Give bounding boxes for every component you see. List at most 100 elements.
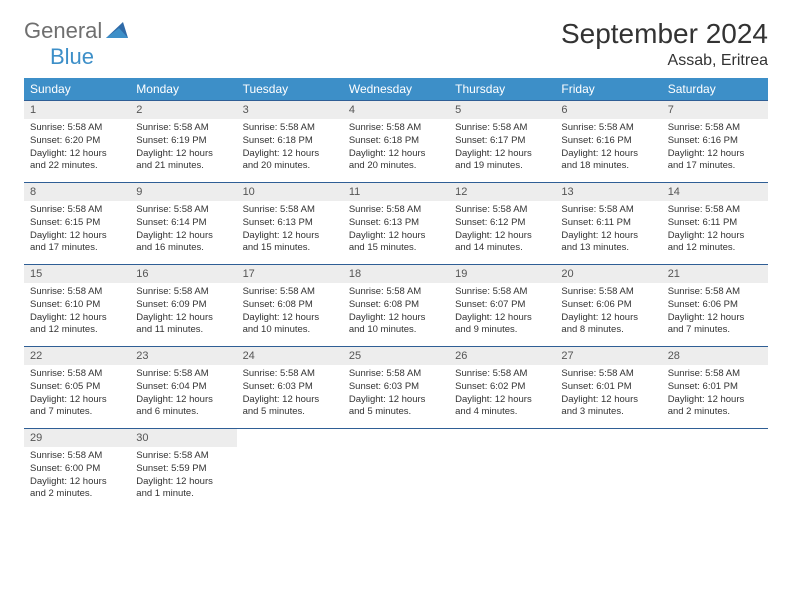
sunrise-line: Sunrise: 5:58 AM <box>349 286 443 299</box>
day-info: Sunrise: 5:58 AMSunset: 6:07 PMDaylight:… <box>449 283 555 340</box>
day-info: Sunrise: 5:58 AMSunset: 6:08 PMDaylight:… <box>237 283 343 340</box>
logo: General Blue <box>24 18 128 70</box>
col-saturday: Saturday <box>662 78 768 101</box>
day-number: 6 <box>555 101 661 119</box>
daylight-line-2: and 3 minutes. <box>561 406 655 419</box>
sunset-line: Sunset: 6:11 PM <box>668 217 762 230</box>
sunset-line: Sunset: 6:07 PM <box>455 299 549 312</box>
day-info: Sunrise: 5:58 AMSunset: 6:09 PMDaylight:… <box>130 283 236 340</box>
day-info: Sunrise: 5:58 AMSunset: 6:17 PMDaylight:… <box>449 119 555 176</box>
day-cell: 26Sunrise: 5:58 AMSunset: 6:02 PMDayligh… <box>449 347 555 429</box>
sunrise-line: Sunrise: 5:58 AM <box>668 368 762 381</box>
daylight-line-1: Daylight: 12 hours <box>455 148 549 161</box>
sunset-line: Sunset: 6:00 PM <box>30 463 124 476</box>
day-cell: 16Sunrise: 5:58 AMSunset: 6:09 PMDayligh… <box>130 265 236 347</box>
logo-text-general: General <box>24 18 102 43</box>
sunrise-line: Sunrise: 5:58 AM <box>243 204 337 217</box>
day-info: Sunrise: 5:58 AMSunset: 6:03 PMDaylight:… <box>237 365 343 422</box>
day-number: 4 <box>343 101 449 119</box>
day-info: Sunrise: 5:58 AMSunset: 6:16 PMDaylight:… <box>662 119 768 176</box>
daylight-line-2: and 21 minutes. <box>136 160 230 173</box>
sunset-line: Sunset: 6:08 PM <box>243 299 337 312</box>
sunset-line: Sunset: 6:03 PM <box>243 381 337 394</box>
day-cell: 27Sunrise: 5:58 AMSunset: 6:01 PMDayligh… <box>555 347 661 429</box>
daylight-line-2: and 8 minutes. <box>561 324 655 337</box>
sunset-line: Sunset: 6:18 PM <box>243 135 337 148</box>
day-number: 15 <box>24 265 130 283</box>
daylight-line-2: and 20 minutes. <box>349 160 443 173</box>
day-cell: 10Sunrise: 5:58 AMSunset: 6:13 PMDayligh… <box>237 183 343 265</box>
sunset-line: Sunset: 6:14 PM <box>136 217 230 230</box>
daylight-line-2: and 2 minutes. <box>668 406 762 419</box>
day-number: 20 <box>555 265 661 283</box>
day-info: Sunrise: 5:58 AMSunset: 6:01 PMDaylight:… <box>555 365 661 422</box>
sunrise-line: Sunrise: 5:58 AM <box>349 122 443 135</box>
day-number: 25 <box>343 347 449 365</box>
daylight-line-2: and 17 minutes. <box>668 160 762 173</box>
daylight-line-2: and 5 minutes. <box>243 406 337 419</box>
col-wednesday: Wednesday <box>343 78 449 101</box>
day-cell <box>343 429 449 511</box>
sunrise-line: Sunrise: 5:58 AM <box>136 368 230 381</box>
sunrise-line: Sunrise: 5:58 AM <box>30 450 124 463</box>
day-cell <box>449 429 555 511</box>
daylight-line-2: and 10 minutes. <box>349 324 443 337</box>
daylight-line-1: Daylight: 12 hours <box>561 394 655 407</box>
sunrise-line: Sunrise: 5:58 AM <box>136 450 230 463</box>
day-cell <box>662 429 768 511</box>
day-cell <box>237 429 343 511</box>
day-number: 2 <box>130 101 236 119</box>
day-info: Sunrise: 5:58 AMSunset: 6:19 PMDaylight:… <box>130 119 236 176</box>
day-number: 23 <box>130 347 236 365</box>
sunset-line: Sunset: 6:19 PM <box>136 135 230 148</box>
day-cell: 1Sunrise: 5:58 AMSunset: 6:20 PMDaylight… <box>24 101 130 183</box>
sunset-line: Sunset: 6:15 PM <box>30 217 124 230</box>
day-info: Sunrise: 5:58 AMSunset: 6:03 PMDaylight:… <box>343 365 449 422</box>
sunrise-line: Sunrise: 5:58 AM <box>455 286 549 299</box>
day-cell: 17Sunrise: 5:58 AMSunset: 6:08 PMDayligh… <box>237 265 343 347</box>
sunset-line: Sunset: 6:04 PM <box>136 381 230 394</box>
daylight-line-1: Daylight: 12 hours <box>243 312 337 325</box>
daylight-line-2: and 1 minute. <box>136 488 230 501</box>
day-number: 8 <box>24 183 130 201</box>
sunrise-line: Sunrise: 5:58 AM <box>243 122 337 135</box>
day-cell: 18Sunrise: 5:58 AMSunset: 6:08 PMDayligh… <box>343 265 449 347</box>
day-number: 3 <box>237 101 343 119</box>
day-number: 18 <box>343 265 449 283</box>
sunset-line: Sunset: 5:59 PM <box>136 463 230 476</box>
sunrise-line: Sunrise: 5:58 AM <box>561 368 655 381</box>
day-number: 7 <box>662 101 768 119</box>
day-cell: 19Sunrise: 5:58 AMSunset: 6:07 PMDayligh… <box>449 265 555 347</box>
day-cell: 11Sunrise: 5:58 AMSunset: 6:13 PMDayligh… <box>343 183 449 265</box>
sunrise-line: Sunrise: 5:58 AM <box>136 122 230 135</box>
sunset-line: Sunset: 6:12 PM <box>455 217 549 230</box>
day-info: Sunrise: 5:58 AMSunset: 6:08 PMDaylight:… <box>343 283 449 340</box>
sunrise-line: Sunrise: 5:58 AM <box>30 122 124 135</box>
day-cell: 25Sunrise: 5:58 AMSunset: 6:03 PMDayligh… <box>343 347 449 429</box>
day-info: Sunrise: 5:58 AMSunset: 6:04 PMDaylight:… <box>130 365 236 422</box>
daylight-line-1: Daylight: 12 hours <box>243 148 337 161</box>
sunrise-line: Sunrise: 5:58 AM <box>455 122 549 135</box>
daylight-line-2: and 16 minutes. <box>136 242 230 255</box>
daylight-line-2: and 7 minutes. <box>668 324 762 337</box>
sunrise-line: Sunrise: 5:58 AM <box>136 204 230 217</box>
daylight-line-2: and 15 minutes. <box>243 242 337 255</box>
day-cell: 12Sunrise: 5:58 AMSunset: 6:12 PMDayligh… <box>449 183 555 265</box>
day-info: Sunrise: 5:58 AMSunset: 6:15 PMDaylight:… <box>24 201 130 258</box>
daylight-line-1: Daylight: 12 hours <box>349 312 443 325</box>
col-monday: Monday <box>130 78 236 101</box>
sunset-line: Sunset: 6:05 PM <box>30 381 124 394</box>
sunset-line: Sunset: 6:02 PM <box>455 381 549 394</box>
day-info: Sunrise: 5:58 AMSunset: 6:18 PMDaylight:… <box>343 119 449 176</box>
sunrise-line: Sunrise: 5:58 AM <box>30 368 124 381</box>
daylight-line-2: and 22 minutes. <box>30 160 124 173</box>
day-cell: 7Sunrise: 5:58 AMSunset: 6:16 PMDaylight… <box>662 101 768 183</box>
sunrise-line: Sunrise: 5:58 AM <box>455 204 549 217</box>
day-number: 28 <box>662 347 768 365</box>
day-info: Sunrise: 5:58 AMSunset: 6:20 PMDaylight:… <box>24 119 130 176</box>
daylight-line-1: Daylight: 12 hours <box>668 312 762 325</box>
day-number: 10 <box>237 183 343 201</box>
day-number: 24 <box>237 347 343 365</box>
daylight-line-1: Daylight: 12 hours <box>30 312 124 325</box>
sunrise-line: Sunrise: 5:58 AM <box>30 204 124 217</box>
